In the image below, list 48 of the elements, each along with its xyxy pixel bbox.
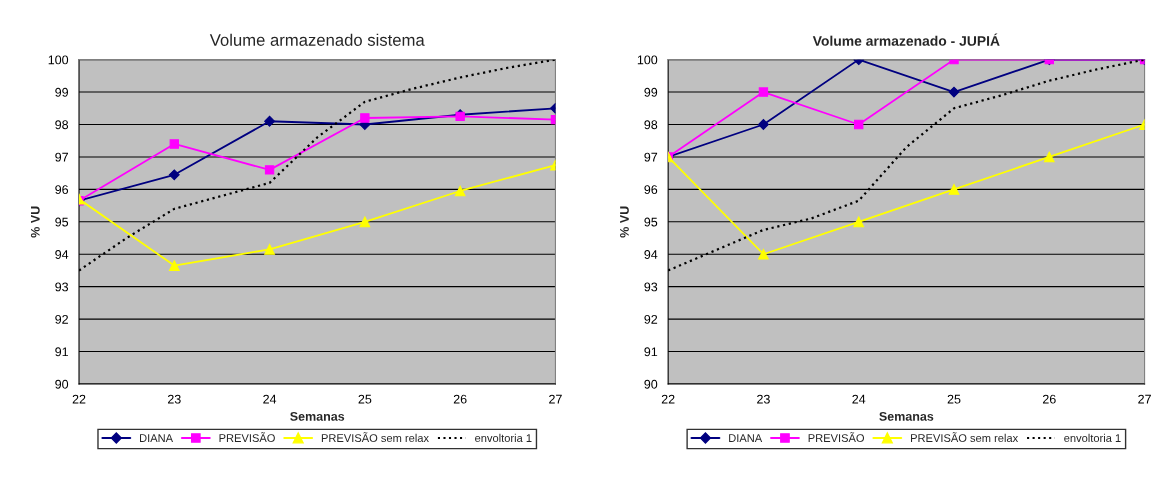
- y-axis-title: % VU: [30, 206, 40, 238]
- x-tick-label: 26: [453, 394, 467, 404]
- x-tick-label: 27: [549, 394, 562, 404]
- y-tick-label: 91: [644, 347, 658, 357]
- y-tick-label: 99: [644, 87, 658, 97]
- y-tick-label: 100: [48, 55, 69, 65]
- legend-label: DIANA: [140, 434, 174, 442]
- legend-label: envoltoria 1: [475, 433, 532, 442]
- x-tick-label: 24: [852, 394, 866, 404]
- y-tick-label: 96: [55, 185, 69, 195]
- y-tick-label: 95: [644, 217, 658, 227]
- y-tick-label: 97: [644, 152, 658, 162]
- x-tick-label: 25: [358, 394, 372, 404]
- y-axis-title: % VU: [620, 206, 629, 238]
- y-tick-label: 92: [644, 314, 658, 324]
- y-tick-label: 100: [637, 55, 658, 65]
- legend-label: DIANA: [729, 434, 763, 442]
- x-axis-title: Semanas: [879, 411, 934, 421]
- x-tick-label: 24: [263, 394, 277, 404]
- x-tick-label: 23: [757, 394, 770, 404]
- y-tick-label: 98: [55, 120, 69, 130]
- legend-label: PREVISÃO sem relax: [911, 432, 1019, 442]
- y-tick-label: 93: [55, 282, 69, 292]
- chart-title: Volume armazenado sistema: [209, 33, 425, 46]
- legend-label: envoltoria 1: [1064, 433, 1121, 442]
- y-tick-label: 91: [55, 347, 68, 357]
- x-tick-label: 25: [947, 394, 961, 404]
- chart-title: Volume armazenado - JUPIÁ: [812, 33, 1000, 46]
- y-tick-label: 90: [644, 379, 658, 389]
- y-tick-label: 97: [55, 152, 68, 162]
- y-tick-label: 99: [55, 87, 69, 97]
- legend-label: PREVISÃO sem relax: [321, 432, 429, 442]
- y-tick-label: 94: [55, 250, 69, 259]
- y-tick-label: 96: [644, 185, 658, 195]
- y-tick-label: 92: [55, 314, 68, 324]
- x-tick-label: 27: [1138, 394, 1151, 404]
- legend-label: PREVISÃO: [808, 432, 865, 442]
- legend-label: PREVISÃO: [219, 432, 275, 442]
- y-tick-label: 93: [644, 282, 658, 292]
- y-tick-label: 95: [55, 217, 69, 227]
- y-tick-label: 94: [644, 250, 658, 259]
- x-tick-label: 26: [1042, 394, 1056, 404]
- x-tick-label: 22: [72, 394, 86, 404]
- y-tick-label: 98: [644, 120, 658, 130]
- x-tick-label: 22: [661, 394, 675, 404]
- x-axis-title: Semanas: [290, 411, 345, 421]
- y-tick-label: 90: [55, 379, 69, 389]
- x-tick-label: 23: [167, 394, 181, 404]
